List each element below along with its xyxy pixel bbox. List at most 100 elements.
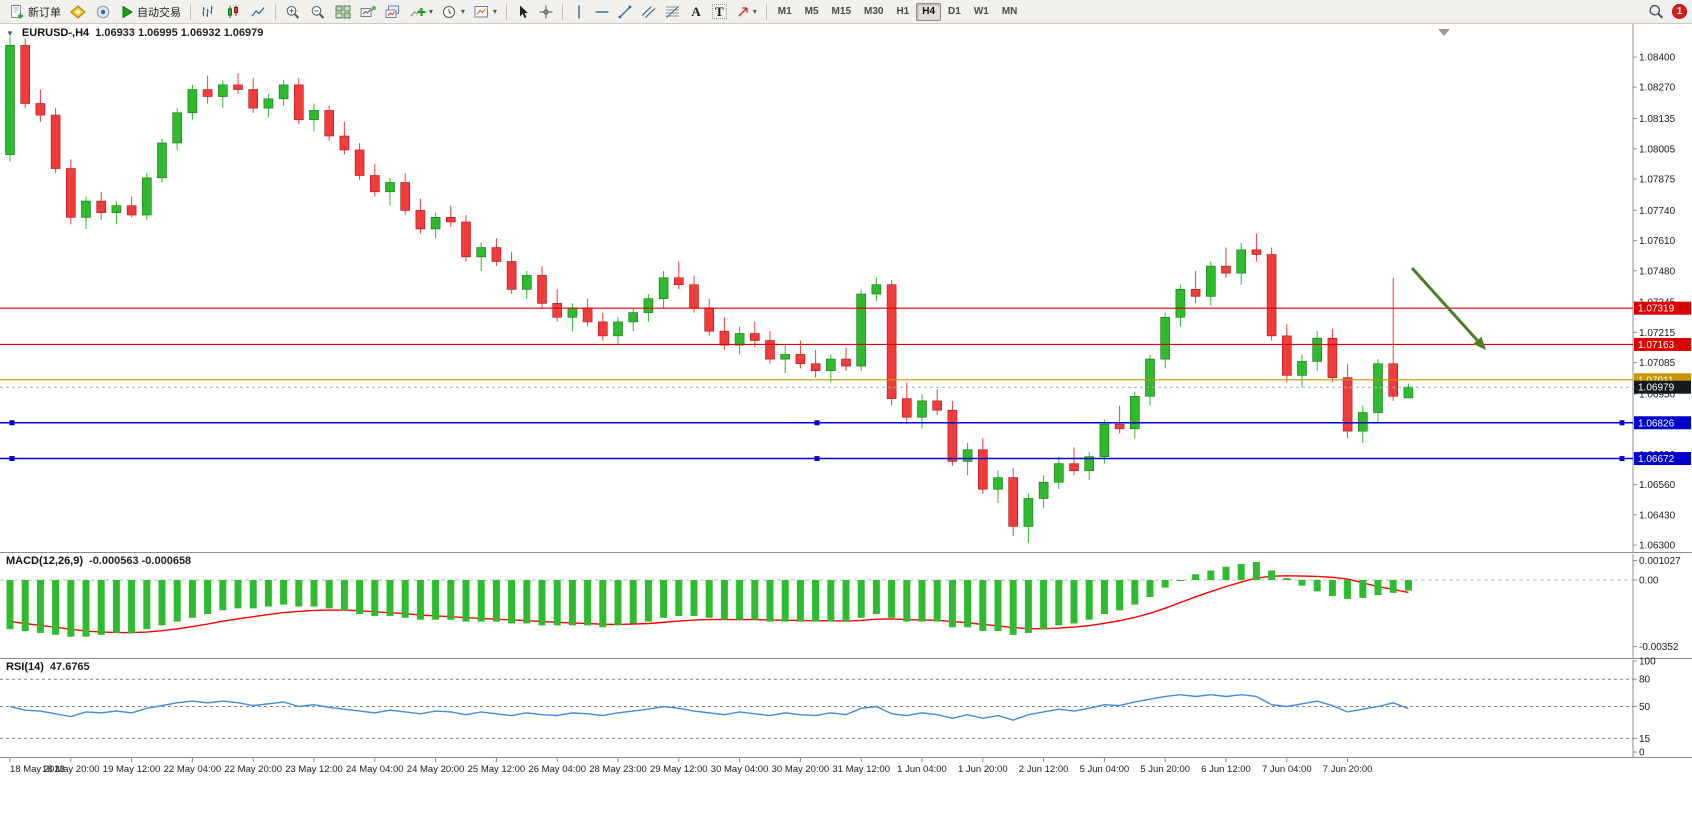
community-button[interactable] xyxy=(91,2,115,22)
candlesticks xyxy=(5,36,1414,543)
line-chart-type-button[interactable] xyxy=(246,2,270,22)
bar-chart-type-button[interactable] xyxy=(196,2,220,22)
arrow-shape-icon xyxy=(738,6,748,16)
timeframe-button-w1[interactable]: W1 xyxy=(968,3,995,21)
chart-shift-marker[interactable] xyxy=(1438,29,1450,36)
channel-tool-button[interactable] xyxy=(637,2,660,22)
timeframe-button-h1[interactable]: H1 xyxy=(890,3,915,21)
timeframe-button-m30[interactable]: M30 xyxy=(858,3,889,21)
indicators-caret: ▾ xyxy=(429,6,434,16)
svg-text:24 May 20:00: 24 May 20:00 xyxy=(407,764,465,775)
timeframe-button-d1[interactable]: D1 xyxy=(942,3,967,21)
community-icon xyxy=(96,5,110,18)
label-tool-icon: T xyxy=(712,4,727,19)
template-chart-icon xyxy=(474,5,489,17)
svg-text:30 May 04:00: 30 May 04:00 xyxy=(711,764,769,775)
vertical-line-icon xyxy=(578,5,580,18)
svg-text:0.001027: 0.001027 xyxy=(1639,556,1681,567)
label-tool-button[interactable]: T xyxy=(708,2,731,22)
svg-text:1.06826: 1.06826 xyxy=(1638,418,1675,429)
svg-text:1.07085: 1.07085 xyxy=(1639,358,1676,369)
crosshair-icon xyxy=(539,5,553,18)
toolbar: 新订单 自动交易 xyxy=(0,0,1692,24)
bar-chart-icon xyxy=(202,5,213,17)
candlestick-type-button[interactable] xyxy=(221,2,245,22)
timeframe-group: M1 M5 M15 M30 H1 H4 D1 W1 MN xyxy=(772,2,1024,21)
search-button[interactable] xyxy=(1644,2,1668,22)
zoom-out-icon xyxy=(311,5,325,19)
text-tool-button[interactable]: A xyxy=(685,2,707,22)
svg-text:18 May 20:00: 18 May 20:00 xyxy=(42,764,100,775)
zoom-in-button[interactable] xyxy=(281,2,305,22)
timeframe-button-mn[interactable]: MN xyxy=(996,3,1024,21)
toolbar-separator xyxy=(275,3,276,20)
svg-text:1.06560: 1.06560 xyxy=(1639,480,1676,491)
cascade-windows-button[interactable] xyxy=(381,2,405,22)
tile-windows-button[interactable] xyxy=(331,2,355,22)
vertical-line-tool-button[interactable] xyxy=(568,2,590,22)
templates-caret: ▾ xyxy=(493,6,498,16)
fibonacci-icon xyxy=(666,5,680,18)
one-click-trading-arrow[interactable]: ▼ xyxy=(6,28,14,38)
line-handle[interactable] xyxy=(9,456,15,462)
svg-text:18 May 2023: 18 May 2023 xyxy=(10,764,65,775)
arrange-windows-icon xyxy=(360,6,376,17)
hline-object-1.06826[interactable] xyxy=(0,420,1633,426)
zoom-in-icon xyxy=(286,5,300,19)
svg-text:23 May 12:00: 23 May 12:00 xyxy=(285,764,343,775)
indicators-button[interactable]: ▾ xyxy=(406,2,437,22)
svg-text:6 Jun 12:00: 6 Jun 12:00 xyxy=(1201,764,1251,775)
arrows-tool-button[interactable]: ▾ xyxy=(732,2,761,22)
svg-text:0: 0 xyxy=(1639,748,1645,759)
candlestick-icon xyxy=(228,5,238,18)
timeframe-button-h4[interactable]: H4 xyxy=(916,2,942,21)
new-order-label: 新订单 xyxy=(28,6,61,19)
autotrading-button[interactable]: 自动交易 xyxy=(116,2,185,22)
fibonacci-tool-button[interactable] xyxy=(661,2,684,22)
svg-text:28 May 23:00: 28 May 23:00 xyxy=(589,764,647,775)
svg-text:1.07740: 1.07740 xyxy=(1639,206,1676,217)
zoom-out-button[interactable] xyxy=(306,2,330,22)
templates-button[interactable]: ▾ xyxy=(470,2,501,22)
line-handle[interactable] xyxy=(9,420,15,426)
toolbar-separator xyxy=(562,3,564,20)
arrange-windows-button[interactable] xyxy=(356,2,380,22)
cascade-windows-icon xyxy=(385,5,399,18)
trend-arrow-annotation[interactable] xyxy=(1410,266,1486,350)
cursor-tool-button[interactable] xyxy=(512,2,534,22)
svg-text:1.07610: 1.07610 xyxy=(1639,236,1676,247)
svg-text:19 May 12:00: 19 May 12:00 xyxy=(103,764,161,775)
line-handle[interactable] xyxy=(1619,420,1625,426)
metaeditor-button[interactable] xyxy=(66,2,90,22)
svg-text:1.07319: 1.07319 xyxy=(1638,304,1675,315)
new-order-button[interactable]: 新订单 xyxy=(5,2,65,22)
new-order-icon xyxy=(11,4,23,18)
chart-canvas[interactable]: 1.08400 1.08270 1.08135 1.08005 1.07875 1.077… xyxy=(0,24,1692,779)
svg-text:1.08270: 1.08270 xyxy=(1639,83,1676,94)
line-handle[interactable] xyxy=(814,456,820,462)
crosshair-tool-button[interactable] xyxy=(535,2,557,22)
svg-text:31 May 12:00: 31 May 12:00 xyxy=(832,764,890,775)
timeframe-button-m1[interactable]: M1 xyxy=(772,3,798,21)
hline-object-1.06672[interactable] xyxy=(0,456,1633,462)
svg-text:7 Jun 20:00: 7 Jun 20:00 xyxy=(1323,764,1373,775)
notification-badge[interactable]: 1 xyxy=(1672,4,1687,19)
timeframe-button-m15[interactable]: M15 xyxy=(826,3,857,21)
svg-text:1.06672: 1.06672 xyxy=(1638,454,1675,465)
svg-text:-0.00352: -0.00352 xyxy=(1639,642,1679,653)
svg-text:1.08135: 1.08135 xyxy=(1639,114,1676,125)
periods-button[interactable]: ▾ xyxy=(438,2,469,22)
svg-text:1.06950: 1.06950 xyxy=(1639,389,1676,400)
svg-text:22 May 20:00: 22 May 20:00 xyxy=(224,764,282,775)
timeframe-button-m5[interactable]: M5 xyxy=(799,3,825,21)
svg-text:1 Jun 20:00: 1 Jun 20:00 xyxy=(958,764,1008,775)
line-handle[interactable] xyxy=(814,420,820,426)
svg-text:5 Jun 04:00: 5 Jun 04:00 xyxy=(1080,764,1130,775)
toolbar-separator xyxy=(765,3,767,20)
line-handle[interactable] xyxy=(1619,456,1625,462)
horizontal-line-tool-button[interactable] xyxy=(591,2,613,22)
trendline-tool-button[interactable] xyxy=(614,2,636,22)
svg-text:50: 50 xyxy=(1639,702,1651,713)
svg-text:1.07480: 1.07480 xyxy=(1639,266,1676,277)
svg-text:2 Jun 12:00: 2 Jun 12:00 xyxy=(1019,764,1069,775)
